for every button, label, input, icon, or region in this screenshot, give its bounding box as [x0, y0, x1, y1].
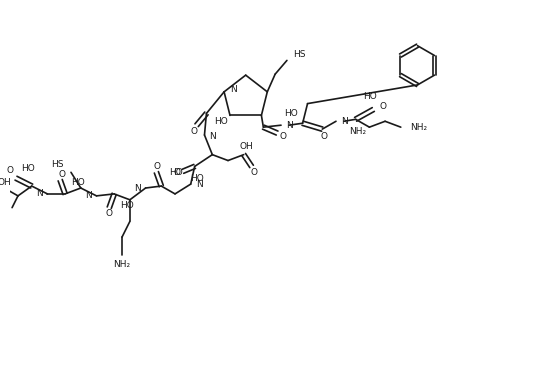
- Text: HO: HO: [71, 178, 85, 187]
- Text: O: O: [7, 166, 14, 175]
- Text: O: O: [279, 132, 287, 141]
- Text: O: O: [154, 162, 161, 171]
- Text: HO: HO: [284, 109, 298, 118]
- Text: O: O: [379, 102, 386, 111]
- Text: HO: HO: [169, 168, 183, 177]
- Text: NH₂: NH₂: [411, 123, 428, 132]
- Text: N: N: [209, 132, 216, 141]
- Text: O: O: [321, 132, 328, 141]
- Text: HS: HS: [293, 50, 305, 59]
- Text: N: N: [230, 85, 237, 94]
- Text: O: O: [173, 168, 181, 177]
- Text: N: N: [286, 121, 293, 130]
- Text: NH₂: NH₂: [349, 127, 366, 136]
- Text: HO: HO: [214, 117, 228, 126]
- Text: HO: HO: [363, 92, 377, 101]
- Text: OH: OH: [0, 178, 11, 187]
- Text: HO: HO: [21, 164, 35, 173]
- Text: O: O: [59, 170, 66, 179]
- Text: HO: HO: [120, 201, 134, 210]
- Text: NH₂: NH₂: [114, 260, 131, 269]
- Text: N: N: [134, 183, 141, 192]
- Text: O: O: [250, 168, 257, 177]
- Text: N: N: [195, 180, 203, 189]
- Text: O: O: [106, 209, 113, 218]
- Text: OH: OH: [240, 142, 254, 151]
- Text: HS: HS: [51, 160, 63, 169]
- Text: HO: HO: [190, 174, 204, 183]
- Text: N: N: [341, 117, 348, 126]
- Text: O: O: [190, 127, 197, 136]
- Text: N: N: [36, 189, 42, 198]
- Text: N: N: [85, 191, 92, 200]
